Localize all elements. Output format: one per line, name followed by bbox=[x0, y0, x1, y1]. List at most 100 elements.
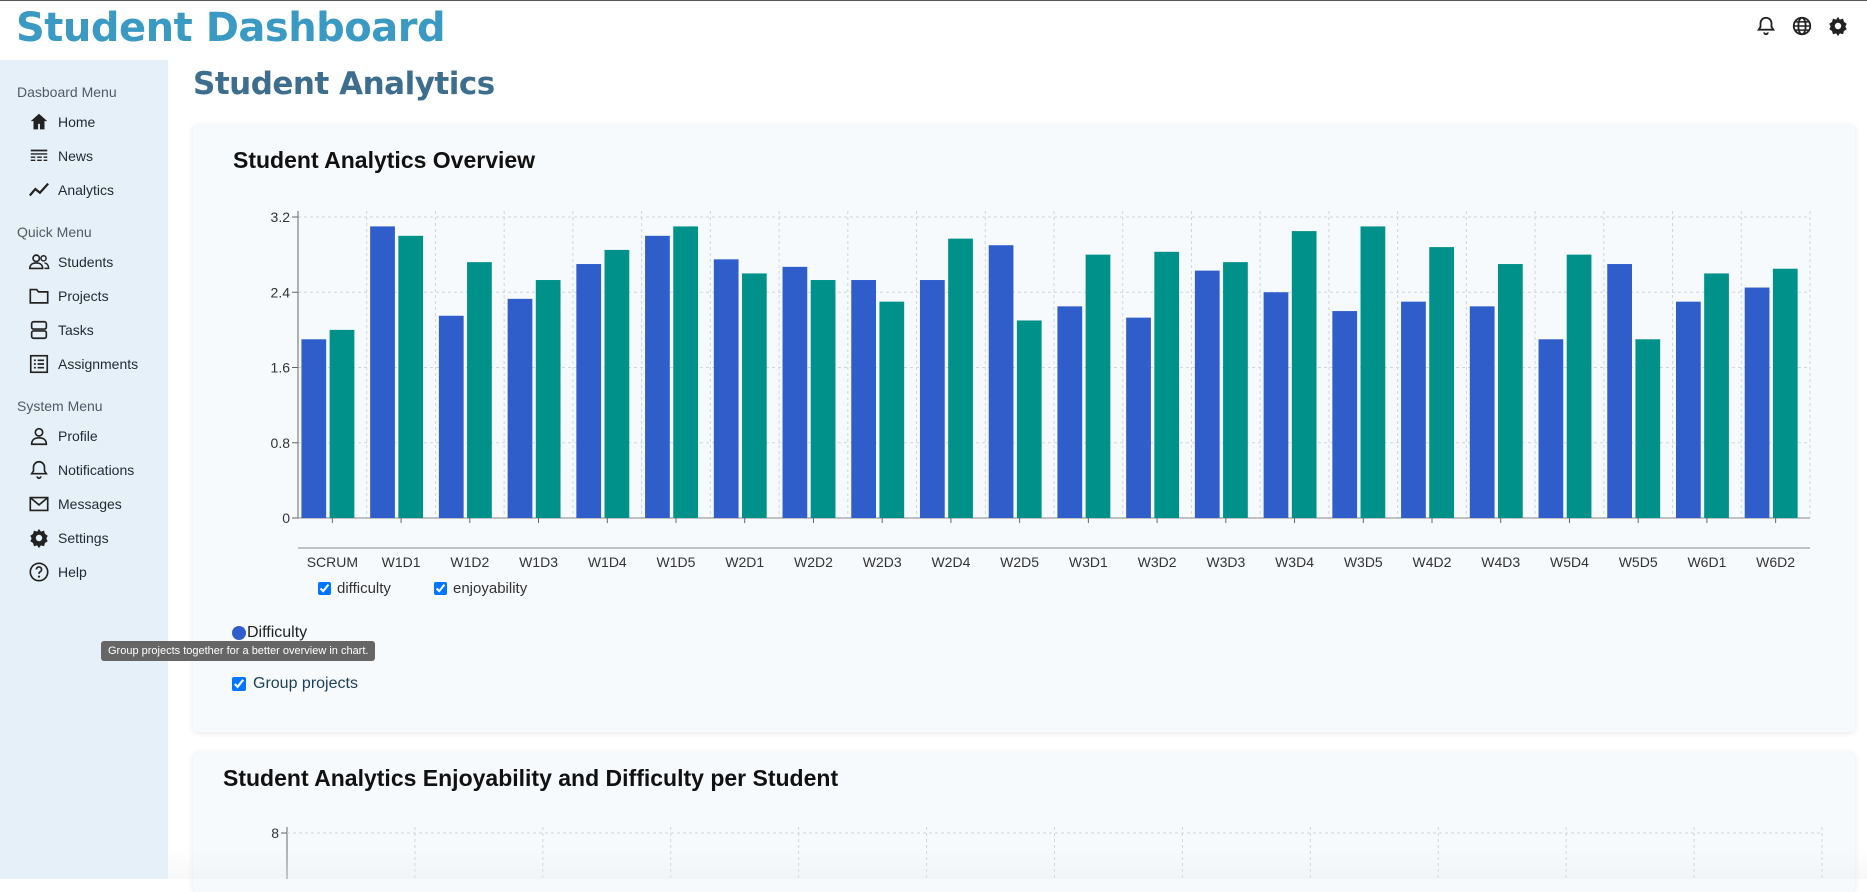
sidebar-item-label: Settings bbox=[58, 530, 109, 546]
sidebar-item-notifications[interactable]: Notifications bbox=[28, 458, 134, 482]
legend-enjoyability-label: enjoyability bbox=[453, 580, 528, 597]
x-tick-label: W5D5 bbox=[1619, 554, 1658, 570]
folder-icon bbox=[28, 285, 50, 307]
bar-enjoyability bbox=[1497, 264, 1523, 518]
legend-difficulty-checkbox[interactable] bbox=[318, 582, 331, 595]
y-tick-label: 0.8 bbox=[271, 435, 291, 451]
top-bar: Student Dashboard bbox=[0, 0, 1867, 61]
legend-difficulty[interactable]: difficulty bbox=[318, 580, 391, 597]
bar-difficulty bbox=[713, 259, 739, 518]
tasks-icon bbox=[28, 319, 50, 341]
x-tick-label: W1D5 bbox=[657, 554, 696, 570]
bar-enjoyability bbox=[948, 238, 973, 518]
sidebar-item-settings[interactable]: Settings bbox=[28, 526, 109, 550]
bar-enjoyability bbox=[879, 301, 905, 518]
sidebar-item-label: Notifications bbox=[58, 462, 135, 478]
legend-enjoyability[interactable]: enjoyability bbox=[434, 580, 527, 597]
difficulty-label[interactable]: Difficulty bbox=[247, 624, 308, 641]
bell-icon[interactable] bbox=[1755, 15, 1777, 37]
gear-icon[interactable] bbox=[1827, 15, 1849, 37]
bar-difficulty bbox=[438, 315, 464, 518]
sidebar-item-label: Assignments bbox=[58, 356, 139, 372]
bell-icon bbox=[28, 459, 50, 481]
bar-enjoyability bbox=[467, 262, 492, 518]
y-tick-label: 8 bbox=[271, 825, 279, 841]
mail-icon bbox=[28, 493, 50, 515]
bar-difficulty bbox=[301, 339, 327, 518]
bar-difficulty bbox=[1538, 339, 1564, 518]
bar-difficulty bbox=[1332, 311, 1358, 518]
sidebar-item-analytics[interactable]: Analytics bbox=[28, 178, 114, 202]
legend-difficulty-label: difficulty bbox=[337, 580, 391, 597]
section-label-system-menu: System Menu bbox=[17, 398, 103, 414]
bar-difficulty bbox=[507, 298, 533, 518]
bar-difficulty bbox=[645, 235, 670, 518]
section-label-dashboard-menu: Dasboard Menu bbox=[17, 84, 117, 100]
assignments-icon bbox=[28, 353, 50, 375]
sidebar-item-projects[interactable]: Projects bbox=[28, 284, 109, 308]
bar-difficulty bbox=[1194, 270, 1220, 518]
top-icons bbox=[1755, 15, 1849, 37]
gear-icon bbox=[28, 527, 50, 549]
bar-enjoyability bbox=[1154, 251, 1180, 518]
sidebar-item-help[interactable]: Help bbox=[28, 560, 87, 584]
bar-difficulty bbox=[370, 226, 395, 518]
sidebar-item-label: Help bbox=[58, 564, 87, 580]
students-icon bbox=[28, 251, 50, 273]
bar-difficulty bbox=[919, 280, 945, 518]
bar-enjoyability bbox=[604, 249, 630, 518]
group-projects-toggle[interactable]: Group projects bbox=[232, 675, 358, 693]
home-icon bbox=[28, 111, 50, 133]
sidebar-item-label: Profile bbox=[58, 428, 98, 444]
sidebar: Dasboard Menu Home News Analytics Quick … bbox=[0, 60, 168, 879]
bar-difficulty bbox=[1469, 306, 1495, 518]
x-tick-label: W1D3 bbox=[519, 554, 558, 570]
bar-difficulty bbox=[576, 264, 602, 518]
globe-icon[interactable] bbox=[1791, 15, 1813, 37]
bar-difficulty bbox=[782, 266, 808, 518]
bar-enjoyability bbox=[1429, 247, 1454, 518]
analytics-icon bbox=[28, 179, 50, 201]
x-tick-label: W4D2 bbox=[1413, 554, 1452, 570]
x-tick-label: W3D4 bbox=[1275, 554, 1314, 570]
x-tick-label: W5D4 bbox=[1550, 554, 1589, 570]
group-projects-checkbox[interactable] bbox=[232, 677, 246, 691]
x-tick-label: W4D3 bbox=[1481, 554, 1520, 570]
app-title: Student Dashboard bbox=[16, 5, 446, 51]
legend-enjoyability-checkbox[interactable] bbox=[434, 582, 447, 595]
x-tick-label: W2D2 bbox=[794, 554, 833, 570]
x-tick-label: W6D2 bbox=[1756, 554, 1795, 570]
sidebar-item-label: Projects bbox=[58, 288, 109, 304]
x-tick-label: W1D4 bbox=[588, 554, 627, 570]
bar-difficulty bbox=[1675, 301, 1701, 518]
sidebar-item-label: News bbox=[58, 148, 94, 164]
sidebar-item-profile[interactable]: Profile bbox=[28, 424, 98, 448]
sidebar-item-home[interactable]: Home bbox=[28, 110, 95, 134]
bar-enjoyability bbox=[1291, 231, 1317, 518]
x-tick-label: W3D5 bbox=[1344, 554, 1383, 570]
difficulty-radio[interactable] bbox=[232, 626, 246, 640]
tooltip: Group projects together for a better ove… bbox=[101, 641, 376, 661]
overview-card-title: Student Analytics Overview bbox=[233, 147, 536, 173]
x-tick-label: W1D1 bbox=[382, 554, 421, 570]
bar-difficulty bbox=[1744, 287, 1770, 518]
sidebar-item-news[interactable]: News bbox=[28, 144, 93, 168]
bar-enjoyability bbox=[1085, 254, 1111, 518]
sidebar-item-students[interactable]: Students bbox=[28, 250, 113, 274]
x-tick-label: W2D5 bbox=[1000, 554, 1039, 570]
sidebar-item-label: Students bbox=[58, 254, 114, 270]
x-tick-label: W3D1 bbox=[1069, 554, 1108, 570]
bar-difficulty bbox=[1401, 301, 1426, 518]
sidebar-item-messages[interactable]: Messages bbox=[28, 492, 122, 516]
x-tick-label: W3D2 bbox=[1138, 554, 1177, 570]
bar-enjoyability bbox=[673, 226, 698, 518]
x-tick-label: W6D1 bbox=[1687, 554, 1726, 570]
y-tick-label: 0 bbox=[282, 510, 290, 526]
sidebar-item-assignments[interactable]: Assignments bbox=[28, 352, 138, 376]
y-tick-label: 1.6 bbox=[271, 360, 291, 376]
sidebar-item-tasks[interactable]: Tasks bbox=[28, 318, 94, 342]
y-tick-label: 2.4 bbox=[271, 284, 291, 300]
bar-difficulty bbox=[1263, 292, 1289, 518]
